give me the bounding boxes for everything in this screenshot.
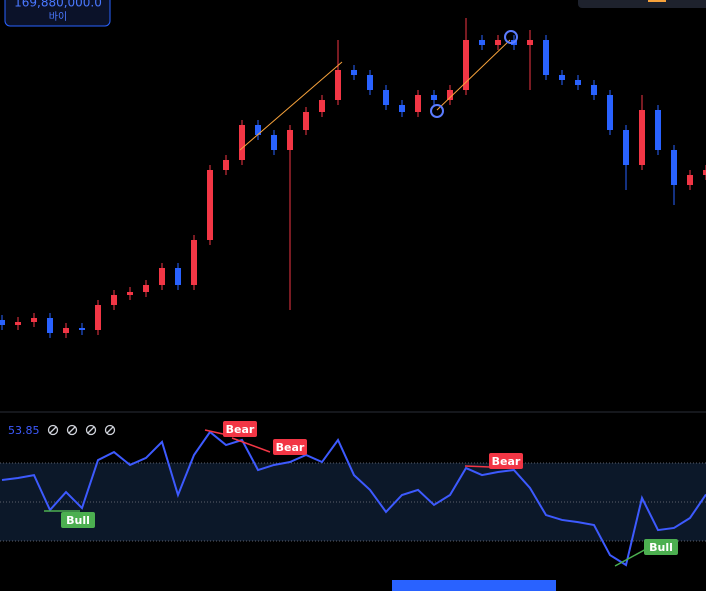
candle-body	[47, 318, 53, 333]
indicator-value: 53.85	[8, 424, 40, 437]
divergence-tag	[644, 539, 678, 555]
marker-circle	[430, 104, 444, 118]
candle-body	[191, 240, 197, 285]
candle-body	[687, 175, 693, 185]
candle-body	[671, 150, 677, 185]
divergence-tag	[61, 512, 95, 528]
candle-body	[15, 322, 21, 325]
candle-body	[143, 285, 149, 292]
candle-body	[367, 75, 373, 90]
candle-body	[399, 105, 405, 112]
candle-body	[223, 160, 229, 170]
candle-body	[255, 125, 261, 135]
divergence-label: Bull	[649, 541, 673, 554]
candle-body	[111, 295, 117, 305]
divergence-label: Bear	[226, 423, 255, 436]
candle-body	[127, 292, 133, 295]
candle-body	[527, 40, 533, 45]
candle-body	[239, 125, 245, 160]
candle-body	[495, 40, 501, 45]
candle-body	[303, 112, 309, 130]
bottom-bar[interactable]	[392, 580, 556, 591]
candle-body	[63, 328, 69, 333]
candle-body	[79, 328, 85, 330]
toolbar-button[interactable]	[648, 0, 666, 2]
divergence-tag	[489, 453, 523, 469]
candle-body	[351, 70, 357, 75]
candle-body	[639, 110, 645, 165]
divergence-tag	[273, 439, 307, 455]
candle-body	[0, 320, 5, 325]
price-label-sub: 바이	[49, 11, 67, 23]
candle-body	[383, 90, 389, 105]
divergence-label: Bear	[276, 441, 305, 454]
price-label-box	[4, 0, 111, 27]
toolbar[interactable]	[578, 0, 706, 8]
candle-body	[431, 95, 437, 100]
marker-circle	[504, 30, 518, 44]
candle-body	[591, 85, 597, 95]
price-label: 169,880,000.0	[14, 0, 102, 10]
divergence-line	[231, 437, 271, 453]
trend-line	[239, 61, 343, 151]
indicator-icons[interactable]	[47, 424, 116, 436]
candle-body	[623, 130, 629, 165]
candle-body	[575, 80, 581, 85]
candle-body	[543, 40, 549, 75]
candle-body	[463, 40, 469, 90]
candle-body	[479, 40, 485, 45]
candle-body	[415, 95, 421, 112]
trend-line	[436, 39, 511, 111]
divergence-label: Bull	[66, 514, 90, 527]
candle-body	[559, 75, 565, 80]
divergence-line	[614, 547, 649, 567]
candle-body	[607, 95, 613, 130]
divergence-tag	[223, 421, 257, 437]
candle-body	[207, 170, 213, 240]
candle-body	[175, 268, 181, 285]
candle-body	[319, 100, 325, 112]
candle-body	[271, 135, 277, 150]
candle-body	[335, 70, 341, 100]
candle-body	[95, 305, 101, 330]
candle-body	[31, 318, 37, 322]
candle-body	[703, 170, 706, 175]
candle-body	[447, 90, 453, 100]
candle-body	[655, 110, 661, 150]
candle-body	[159, 268, 165, 285]
candle-body	[287, 130, 293, 150]
divergence-label: Bear	[492, 455, 521, 468]
rsi-line	[1, 430, 706, 567]
